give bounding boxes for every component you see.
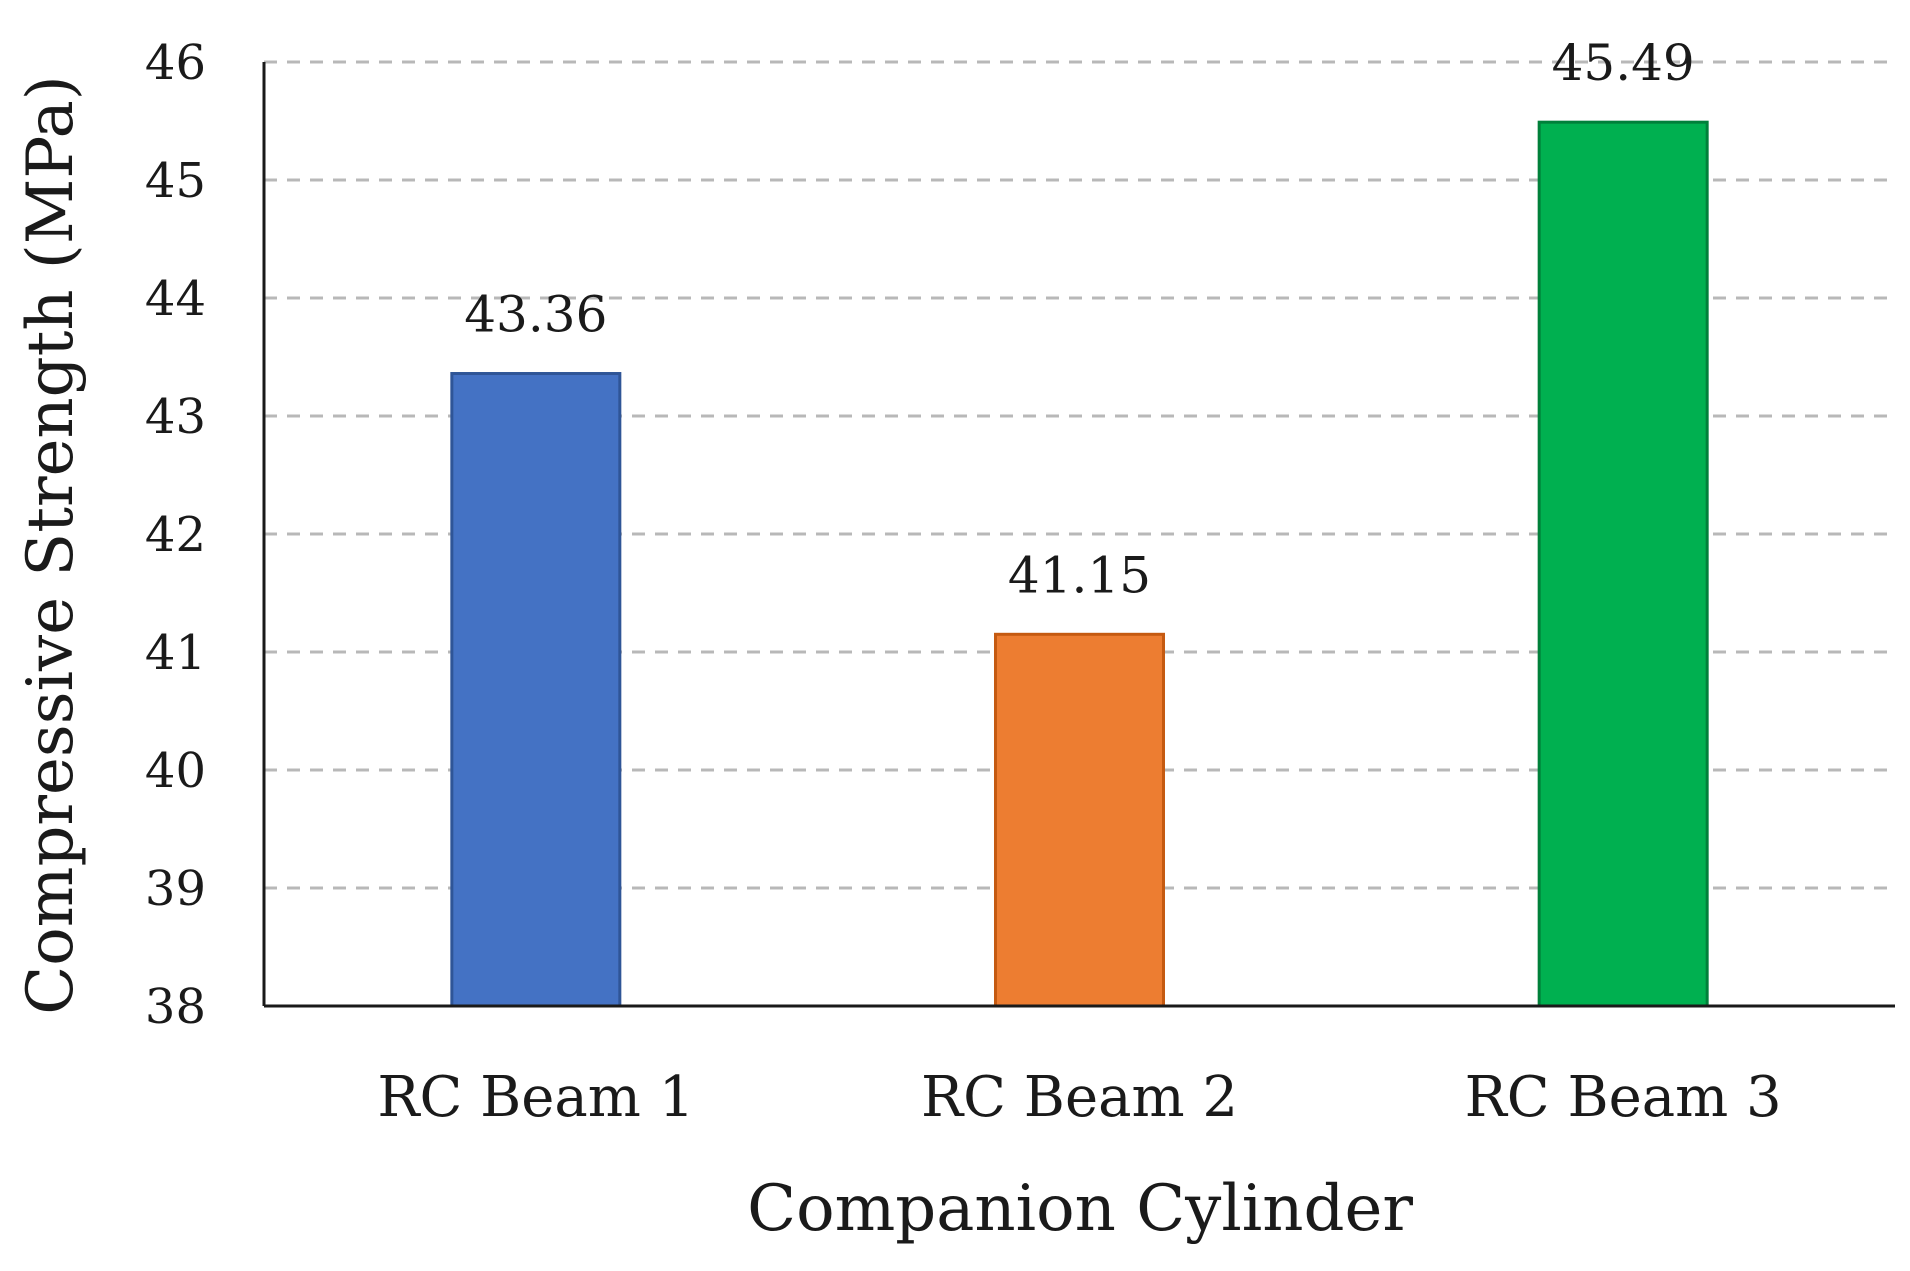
bar-2 — [994, 632, 1165, 1008]
data-label-3: 45.49 — [1552, 34, 1695, 92]
data-label-1: 43.36 — [464, 286, 607, 344]
x-tick-label-1: RC Beam 1 — [377, 1065, 694, 1130]
x-tick-labels: RC Beam 1 RC Beam 2 RC Beam 3 — [377, 1065, 1781, 1130]
y-axis-title: Compressive Strength (MPa) — [14, 75, 88, 1014]
x-axis-title: Companion Cylinder — [747, 1172, 1413, 1246]
y-tick-label: 44 — [145, 271, 206, 327]
bars — [450, 120, 1709, 1008]
y-tick-label: 45 — [145, 153, 206, 209]
x-tick-label-2: RC Beam 2 — [921, 1065, 1238, 1130]
data-label-2: 41.15 — [1008, 546, 1151, 604]
bar-1 — [450, 372, 622, 1008]
axes — [262, 62, 1895, 1008]
y-tick-label: 39 — [145, 861, 206, 917]
y-tick-label: 38 — [145, 979, 206, 1035]
y-tick-label: 42 — [145, 507, 206, 563]
data-labels: 43.36 41.15 45.49 — [464, 34, 1694, 604]
y-tick-label: 40 — [145, 743, 206, 799]
x-tick-label-3: RC Beam 3 — [1465, 1065, 1782, 1130]
y-tick-labels: 38 39 40 41 42 43 44 45 46 — [145, 35, 206, 1035]
y-tick-label: 43 — [145, 389, 206, 445]
y-tick-label: 41 — [145, 625, 206, 681]
y-tick-label: 46 — [145, 35, 206, 91]
bar-3 — [1537, 120, 1709, 1008]
